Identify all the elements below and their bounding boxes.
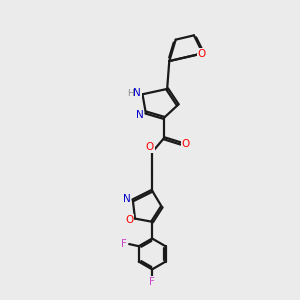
Text: O: O bbox=[146, 142, 154, 152]
Text: N: N bbox=[136, 110, 144, 120]
Text: O: O bbox=[125, 215, 133, 225]
Text: O: O bbox=[182, 139, 190, 148]
Text: N: N bbox=[123, 194, 130, 204]
Text: F: F bbox=[122, 239, 128, 249]
Text: N: N bbox=[133, 88, 141, 98]
Text: H: H bbox=[127, 89, 134, 98]
Text: F: F bbox=[149, 277, 155, 287]
Text: O: O bbox=[198, 49, 206, 58]
